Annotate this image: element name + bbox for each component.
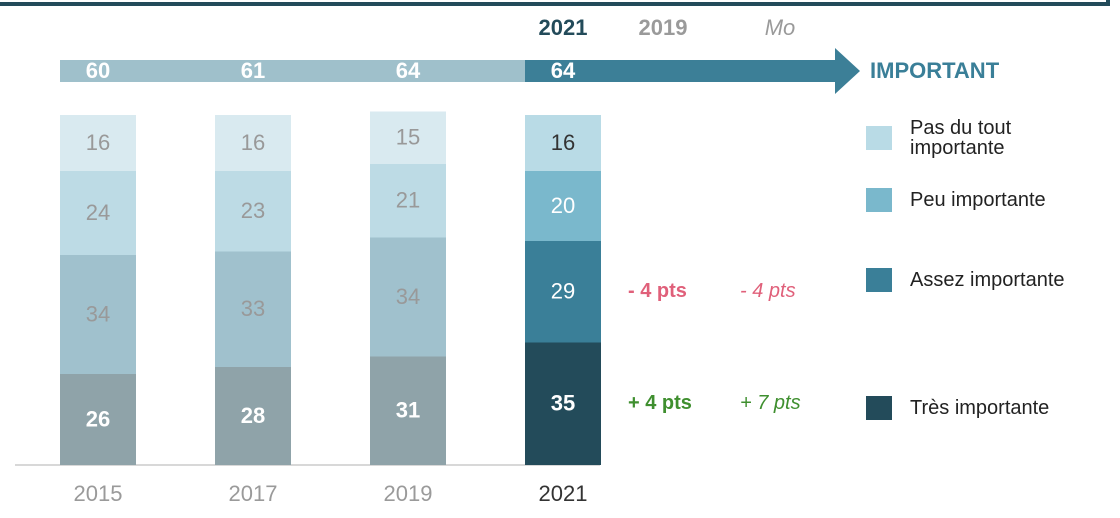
- comparison-header: Mo: [765, 15, 796, 40]
- legend-item: Peu importante: [866, 180, 1120, 220]
- x-tick-label: 2015: [74, 481, 123, 506]
- value-label: 21: [396, 188, 420, 213]
- frame: [0, 0, 1110, 6]
- value-label: 24: [86, 200, 110, 225]
- bar-segment: [370, 164, 446, 238]
- bar-segment: [215, 251, 291, 367]
- total-label: 64: [396, 58, 421, 83]
- bar-segment: [60, 171, 136, 255]
- value-label: 26: [86, 406, 110, 431]
- totals-name: IMPORTANT: [870, 58, 1000, 83]
- bar-segment: [525, 115, 601, 171]
- value-label: 23: [241, 198, 265, 223]
- value-label: 20: [551, 193, 575, 218]
- value-label: 15: [396, 125, 420, 150]
- legend-swatch: [866, 188, 892, 212]
- comparison-header: 2019: [639, 15, 688, 40]
- bar-segment: [215, 367, 291, 465]
- change-vs-2019: - 4 pts: [628, 280, 687, 302]
- value-label: 31: [396, 398, 420, 423]
- totals-band: [60, 60, 525, 82]
- bar-segment: [370, 111, 446, 164]
- x-tick-label: 2019: [384, 481, 433, 506]
- value-label: 16: [241, 130, 265, 155]
- bar-segment: [215, 115, 291, 171]
- legend-item: Très importante: [866, 388, 1120, 428]
- change-vs-mo: + 7 pts: [740, 392, 801, 414]
- value-label: 34: [86, 301, 110, 326]
- value-label: 35: [551, 391, 575, 416]
- bar-segment: [60, 115, 136, 171]
- x-tick-label: 2021: [539, 481, 588, 506]
- total-label: 60: [86, 58, 110, 83]
- comparison-header: 2021: [539, 15, 588, 40]
- change-vs-2019: + 4 pts: [628, 392, 692, 414]
- value-label: 33: [241, 296, 265, 321]
- bar-segment: [60, 374, 136, 465]
- bar-segment: [525, 342, 601, 465]
- legend-label: Très importante: [910, 397, 1050, 419]
- value-label: 34: [396, 284, 420, 309]
- bar-segment: [525, 171, 601, 241]
- bar-segment: [370, 356, 446, 465]
- legend-swatch: [866, 126, 892, 150]
- total-label: 64: [551, 58, 576, 83]
- value-label: 16: [86, 130, 110, 155]
- legend-swatch: [866, 396, 892, 420]
- bar-segment: [60, 255, 136, 374]
- change-vs-mo: - 4 pts: [740, 280, 796, 302]
- value-label: 28: [241, 403, 265, 428]
- legend-label: Pas du tout importante: [910, 117, 1012, 159]
- legend-item: Pas du tout importante: [866, 118, 1050, 158]
- legend-label: Assez importante: [910, 269, 1065, 291]
- value-label: 29: [551, 279, 575, 304]
- x-tick-label: 2017: [229, 481, 278, 506]
- legend-item: Assez importante: [866, 260, 1120, 300]
- legend-swatch: [866, 268, 892, 292]
- bar-segment: [370, 237, 446, 357]
- bar-segment: [525, 241, 601, 343]
- legend-label: Peu importante: [910, 189, 1046, 211]
- value-label: 16: [551, 130, 575, 155]
- total-label: 61: [241, 58, 265, 83]
- totals-arrow: [525, 48, 860, 94]
- bar-segment: [215, 171, 291, 252]
